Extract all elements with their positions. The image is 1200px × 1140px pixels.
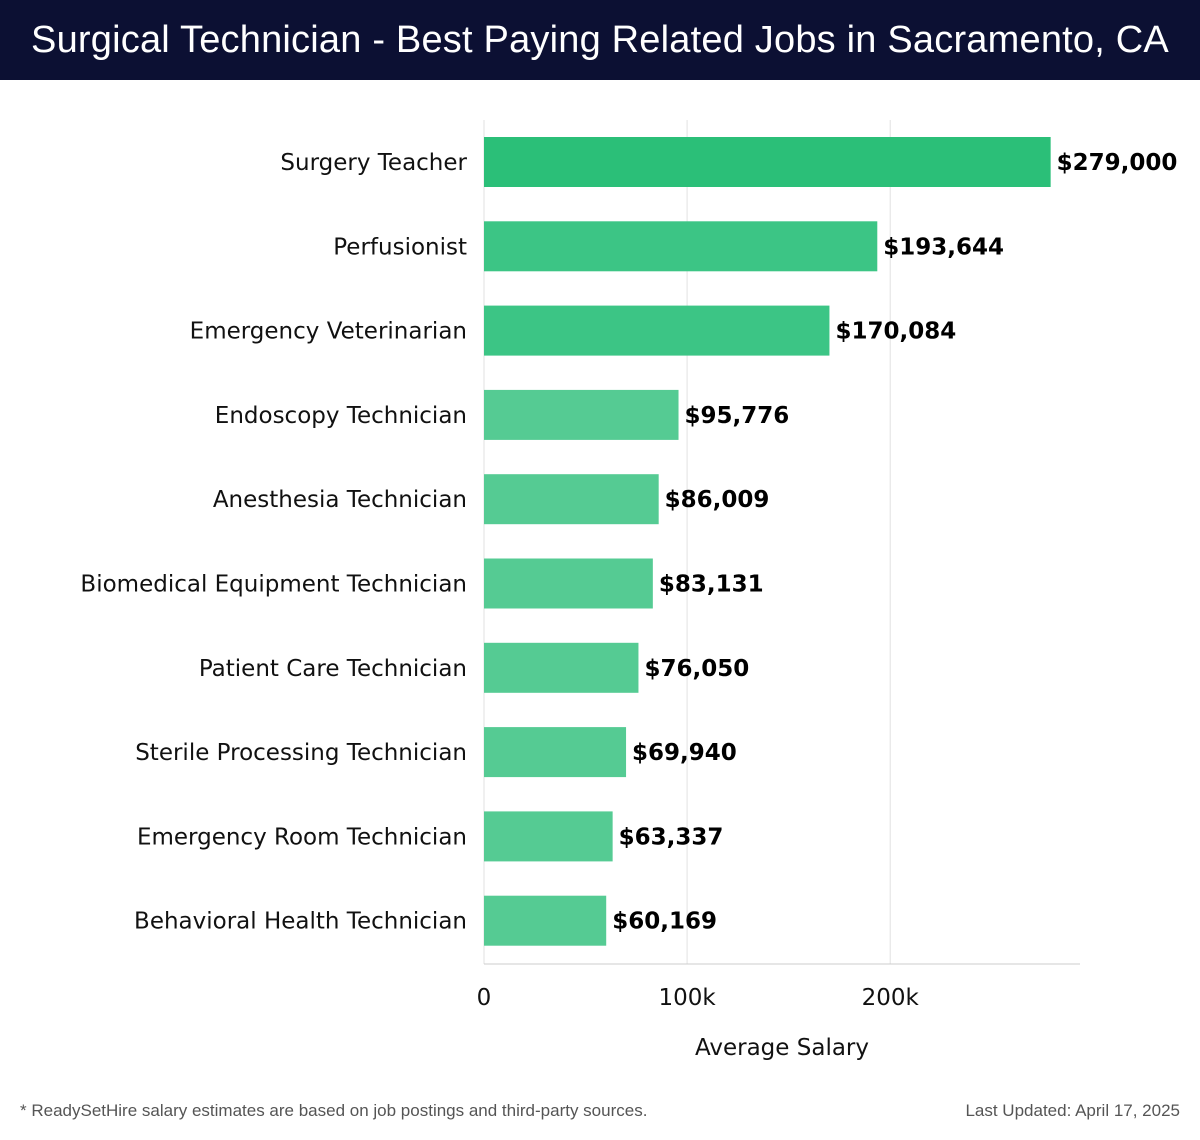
x-tick-label: 0 [477, 985, 492, 1011]
value-label: $63,337 [619, 824, 724, 850]
value-label: $86,009 [665, 487, 770, 513]
value-label: $193,644 [883, 234, 1004, 260]
bar [484, 137, 1051, 187]
bar-chart: Surgery Teacher $279,000 Perfusionist $193,… [80, 120, 1178, 1061]
bar [484, 474, 659, 525]
category-label: Anesthesia Technician [213, 487, 467, 513]
category-label: Emergency Veterinarian [190, 319, 467, 345]
bar [484, 558, 653, 609]
bar [484, 221, 878, 272]
category-label: Sterile Processing Technician [135, 740, 467, 766]
bar [484, 389, 679, 440]
x-tick-label: 100k [658, 985, 716, 1011]
value-label: $83,131 [659, 572, 764, 598]
category-label: Perfusionist [333, 234, 467, 260]
category-label: Emergency Room Technician [137, 824, 467, 850]
x-axis-title: Average Salary [695, 1035, 869, 1061]
header-banner: Surgical Technician - Best Paying Relate… [0, 0, 1200, 80]
category-label: Endoscopy Technician [215, 403, 467, 429]
value-label: $69,940 [632, 740, 737, 766]
category-label: Surgery Teacher [280, 150, 467, 176]
page-title: Surgical Technician - Best Paying Relate… [31, 18, 1169, 61]
value-label: $76,050 [644, 656, 749, 682]
category-label: Patient Care Technician [199, 656, 467, 682]
value-label: $95,776 [685, 403, 790, 429]
bar [484, 811, 613, 862]
category-label: Biomedical Equipment Technician [80, 572, 467, 598]
footer-note: * ReadySetHire salary estimates are base… [20, 1101, 648, 1120]
value-label: $279,000 [1057, 150, 1178, 176]
category-label: Behavioral Health Technician [134, 909, 467, 935]
x-tick-label: 200k [862, 985, 920, 1011]
bar [484, 727, 627, 778]
bar [484, 305, 830, 356]
value-label: $170,084 [835, 319, 956, 345]
bar [484, 895, 607, 946]
value-label: $60,169 [612, 909, 717, 935]
bar [484, 642, 639, 693]
footer-updated: Last Updated: April 17, 2025 [965, 1101, 1180, 1120]
